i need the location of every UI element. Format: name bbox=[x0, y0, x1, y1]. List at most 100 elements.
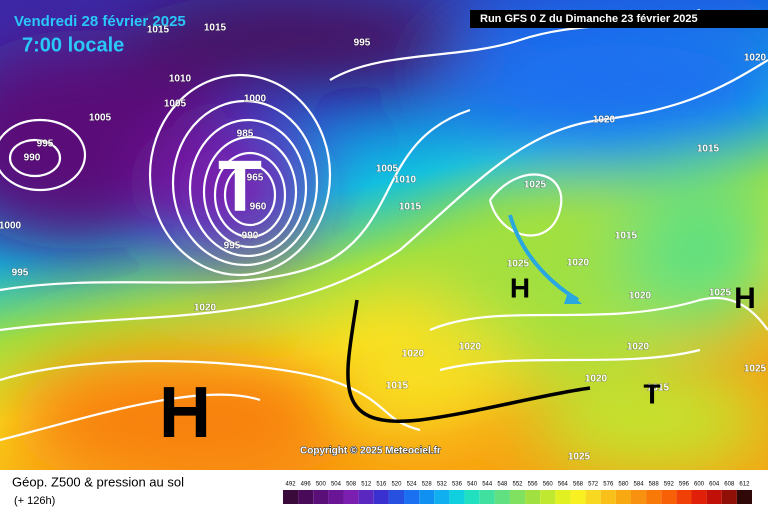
isobar-label: 1015 bbox=[697, 144, 720, 155]
colorbar-label: 588 bbox=[649, 482, 660, 488]
colorbar-label: 524 bbox=[407, 482, 418, 488]
colorbar-label: 520 bbox=[391, 482, 402, 488]
isobar-label: 1000 bbox=[0, 221, 22, 232]
colorbar-label: 584 bbox=[634, 482, 645, 488]
colorbar-cell bbox=[343, 490, 359, 504]
colorbar-cell bbox=[706, 490, 722, 504]
colorbar-cell bbox=[388, 490, 405, 504]
isobar-label: 995 bbox=[224, 241, 241, 252]
isobar-label: 1020 bbox=[627, 342, 650, 353]
isobar-label: 985 bbox=[237, 129, 254, 140]
colorbar-cell bbox=[328, 490, 344, 504]
colorbar-cell bbox=[449, 490, 465, 504]
isobar-label: 1015 bbox=[399, 202, 422, 213]
colorbar-cell bbox=[358, 490, 374, 504]
isobar-label: 1020 bbox=[744, 53, 767, 64]
colorbar-cell bbox=[691, 490, 707, 504]
forecast-date: Vendredi 28 février 2025 bbox=[14, 13, 186, 30]
lead-time: (+ 126h) bbox=[14, 495, 55, 507]
colorbar-label: 572 bbox=[588, 482, 599, 488]
colorbar-label: 548 bbox=[497, 482, 508, 488]
isobar-label: 995 bbox=[37, 139, 54, 150]
run-info: Run GFS 0 Z du Dimanche 23 février 2025 bbox=[480, 13, 698, 25]
colorbar-cell bbox=[509, 490, 526, 504]
copyright: Copyright © 2025 Meteociel.fr bbox=[300, 446, 441, 457]
colorbar-label: 528 bbox=[422, 482, 433, 488]
isobar-label: 1015 bbox=[386, 381, 409, 392]
isobar-label: 990 bbox=[24, 153, 41, 164]
colorbar-cell bbox=[540, 490, 556, 504]
colorbar-cell bbox=[661, 490, 677, 504]
colorbar-label: 604 bbox=[709, 482, 720, 488]
isobar-label: 1005 bbox=[376, 164, 399, 175]
colorbar-label: 568 bbox=[573, 482, 584, 488]
isobar-label: 1015 bbox=[615, 231, 638, 242]
colorbar-label: 496 bbox=[301, 482, 312, 488]
colorbar-cell bbox=[283, 490, 299, 504]
colorbar-cell bbox=[298, 490, 314, 504]
isobar-label: 1020 bbox=[402, 349, 425, 360]
colorbar-label: 576 bbox=[603, 482, 614, 488]
isobar-label: 1025 bbox=[507, 259, 530, 270]
colorbar-label: 600 bbox=[694, 482, 705, 488]
isobar-label: 1005 bbox=[164, 99, 187, 110]
colorbar-label: 512 bbox=[361, 482, 372, 488]
colorbar-label: 492 bbox=[286, 482, 297, 488]
isobar-label: 1015 bbox=[147, 25, 170, 36]
pressure-center: H bbox=[734, 282, 756, 315]
colorbar-label: 516 bbox=[376, 482, 387, 488]
decorations bbox=[346, 214, 591, 423]
isobar-label: 990 bbox=[242, 231, 259, 242]
colorbar-label: 592 bbox=[664, 482, 675, 488]
colorbar-cell bbox=[373, 490, 389, 504]
isobar-label: 1020 bbox=[194, 303, 217, 314]
colorbar-label: 556 bbox=[528, 482, 539, 488]
isobar-label: 1015 bbox=[204, 23, 227, 34]
isobar-label: 995 bbox=[354, 38, 371, 49]
isobar-label: 1020 bbox=[567, 258, 590, 269]
colorbar-label: 544 bbox=[482, 482, 493, 488]
run-banner bbox=[470, 10, 768, 28]
pressure-center: H bbox=[159, 373, 211, 453]
colorbar-cell bbox=[419, 490, 435, 504]
colorbar-label: 536 bbox=[452, 482, 463, 488]
colorbar-label: 612 bbox=[739, 482, 750, 488]
pressure-center: H bbox=[510, 272, 530, 303]
colorbar-cell bbox=[525, 490, 541, 504]
isobar-label: 1020 bbox=[459, 342, 482, 353]
isobar-label: 1020 bbox=[585, 374, 608, 385]
colorbar-cell bbox=[600, 490, 616, 504]
colorbar-cell bbox=[630, 490, 647, 504]
colorbar-label: 608 bbox=[724, 482, 735, 488]
colorbar-label: 508 bbox=[346, 482, 357, 488]
colorbar-label: 552 bbox=[512, 482, 523, 488]
isobar-label: 1020 bbox=[593, 115, 616, 126]
colorbar-cell bbox=[721, 490, 737, 504]
colorbar-cell bbox=[615, 490, 631, 504]
colorbar-cell bbox=[570, 490, 586, 504]
colorbar-label: 532 bbox=[437, 482, 448, 488]
isobars bbox=[0, 8, 768, 442]
map-background bbox=[0, 0, 768, 490]
isobar-label: 995 bbox=[12, 268, 29, 279]
colorbar-cell bbox=[646, 490, 662, 504]
colorbar-cell bbox=[585, 490, 601, 504]
isobar-label: 1000 bbox=[244, 94, 267, 105]
colorbar-label: 564 bbox=[558, 482, 569, 488]
colorbar-cell bbox=[404, 490, 420, 504]
isobar-label: 960 bbox=[250, 202, 267, 213]
colorbar-label: 504 bbox=[331, 482, 342, 488]
isobar-label: 1010 bbox=[169, 74, 192, 85]
colorbar-cell bbox=[736, 490, 752, 504]
isobar-label: 1025 bbox=[524, 180, 547, 191]
colorbar-cell bbox=[434, 490, 450, 504]
isobar-label: 1025 bbox=[709, 288, 732, 299]
isobar-label: 1025 bbox=[744, 364, 767, 375]
colorbar-cell bbox=[555, 490, 571, 504]
isobar-label: 1010 bbox=[394, 175, 417, 186]
colorbar-label: 540 bbox=[467, 482, 478, 488]
footer-title: Géop. Z500 & pression au sol bbox=[12, 474, 184, 489]
isobar-label: 1005 bbox=[89, 113, 112, 124]
